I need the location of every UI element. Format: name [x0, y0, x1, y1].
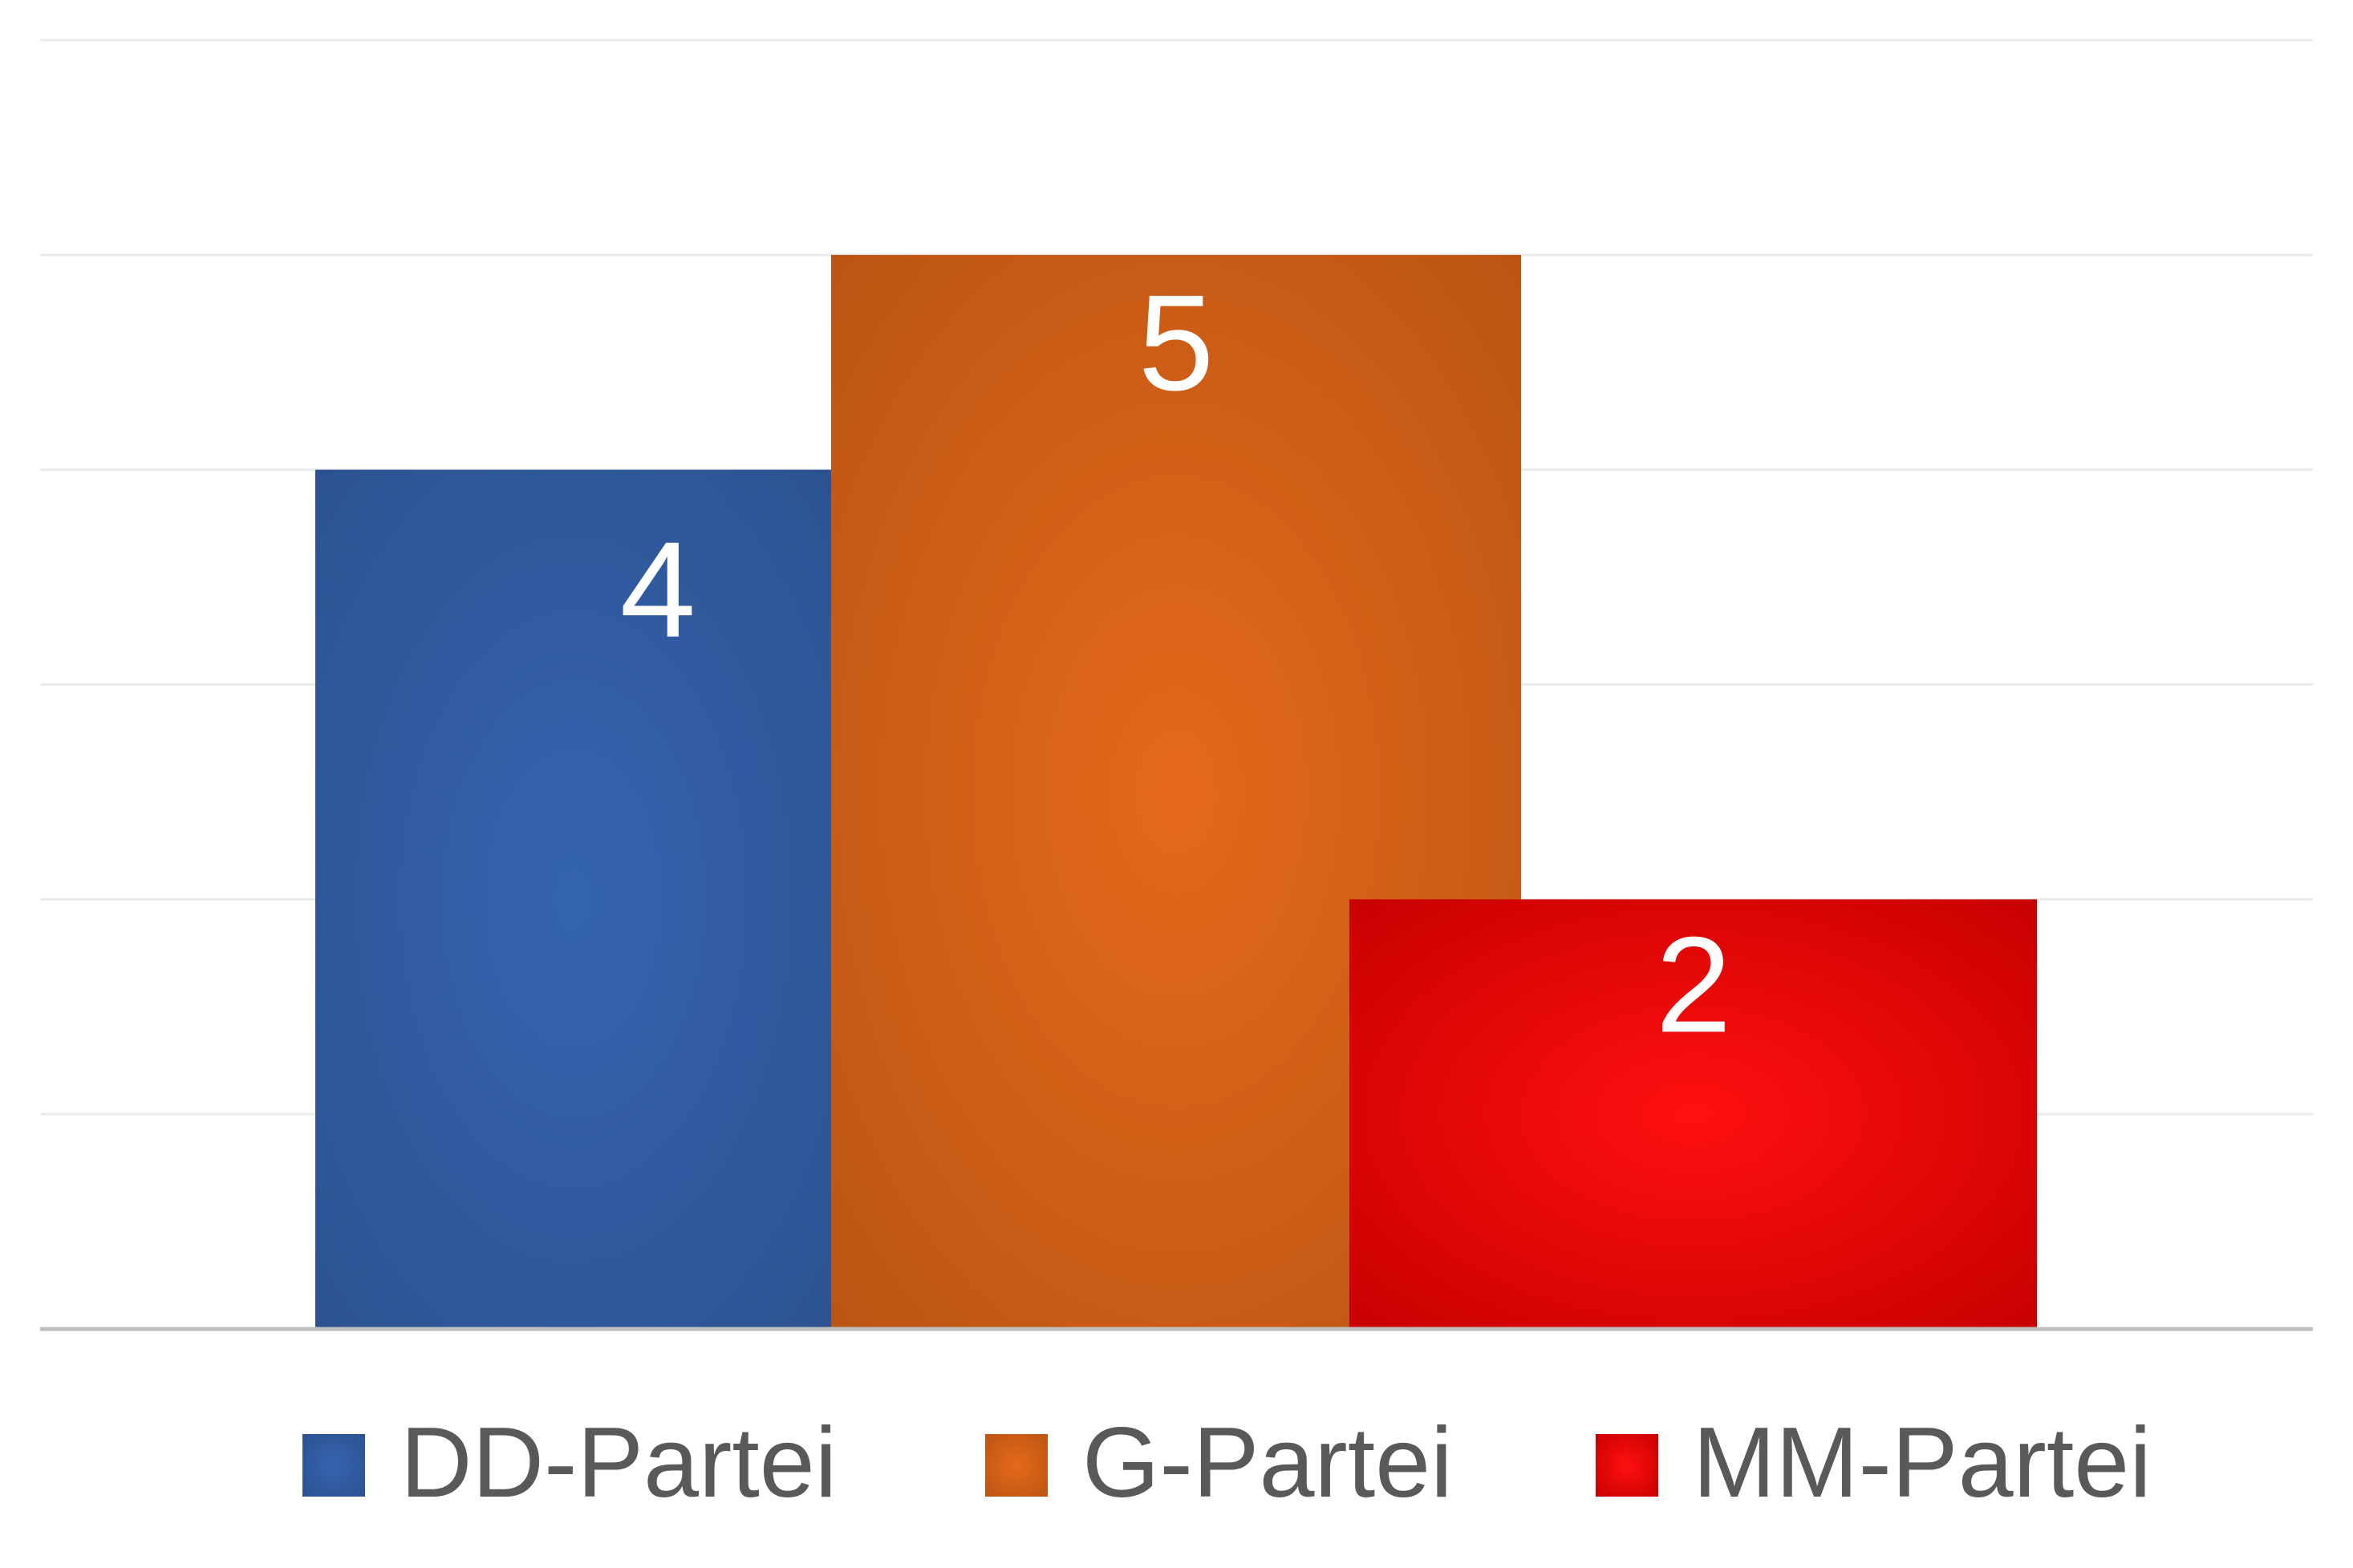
- data-label-dd-partei: 4: [620, 514, 696, 667]
- legend-swatch-mm-partei: [1596, 1434, 1658, 1497]
- legend: DD-Partei G-Partei MM-Partei: [302, 1408, 2152, 1518]
- legend-label-mm-partei: MM-Partei: [1693, 1408, 2152, 1518]
- data-labels: 4 5 2: [620, 267, 1732, 1062]
- legend-label-g-partei: G-Partei: [1082, 1408, 1453, 1518]
- legend-item-g-partei: G-Partei: [985, 1408, 1453, 1518]
- data-label-g-partei: 5: [1138, 267, 1215, 419]
- legend-swatch-g-partei: [985, 1434, 1048, 1497]
- legend-label-dd-partei: DD-Partei: [400, 1408, 837, 1518]
- data-label-mm-partei: 2: [1656, 909, 1732, 1061]
- legend-item-mm-partei: MM-Partei: [1596, 1408, 2152, 1518]
- legend-swatch-dd-partei: [302, 1434, 365, 1497]
- bar-dd-partei: [315, 469, 831, 1329]
- bars: [315, 254, 2037, 1329]
- legend-item-dd-partei: DD-Partei: [302, 1408, 837, 1518]
- bar-mm-partei: [1349, 899, 2037, 1329]
